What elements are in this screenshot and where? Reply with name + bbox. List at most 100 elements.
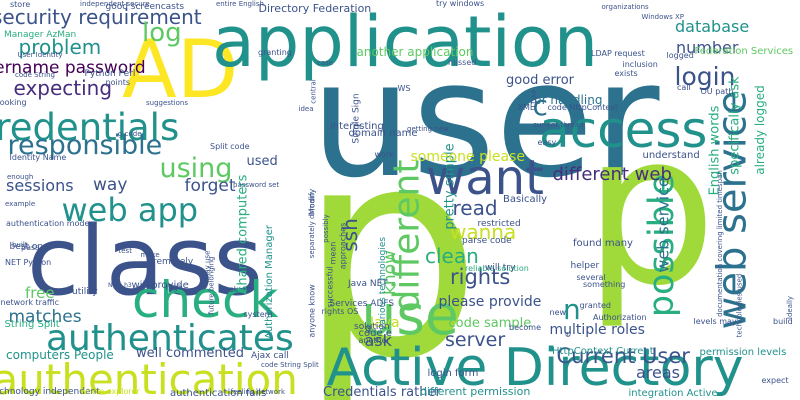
word-108: entire English: [216, 0, 264, 8]
word-149: built: [12, 240, 28, 249]
word-139: anyone know: [307, 284, 317, 338]
word-8: check: [132, 271, 279, 329]
word-32: read: [452, 196, 498, 220]
word-135: Authorization: [593, 313, 647, 322]
word-173: code String Split: [261, 360, 319, 369]
word-52: please provide: [438, 294, 542, 310]
word-159: work: [374, 150, 394, 159]
word-119: Note h3: [108, 282, 132, 289]
word-40: forget: [184, 175, 236, 196]
word-100: utility: [72, 286, 98, 297]
word-133: something: [583, 280, 626, 289]
word-156: password set: [233, 180, 280, 189]
word-76: integration Active: [628, 388, 718, 399]
word-90: interesting: [330, 121, 384, 132]
word-41: number: [676, 38, 739, 57]
word-129: mean: [327, 241, 337, 265]
word-123: granting: [258, 48, 292, 57]
word-38: sessions: [6, 176, 74, 195]
word-10: use: [361, 282, 459, 347]
word-31: clean: [425, 244, 479, 268]
word-169: another: [358, 336, 390, 345]
word-132: several: [576, 273, 606, 282]
word-99: will provide: [131, 280, 189, 291]
word-53: code sample: [448, 315, 532, 331]
word-63: Federation Services: [694, 46, 794, 57]
word-171: g: [365, 323, 372, 334]
word-71: Authorization Manager: [264, 225, 275, 339]
word-17: web app: [61, 191, 199, 229]
word-117: code HttpContext: [547, 103, 619, 112]
word-78: authentication fails: [170, 388, 267, 399]
word-60: n: [563, 293, 581, 326]
word-43: error handling: [517, 93, 603, 107]
word-115: LDAP request: [591, 49, 645, 58]
word-39: way: [93, 174, 128, 195]
word-20: different web: [552, 164, 672, 185]
word-98: restricted: [477, 218, 521, 229]
word-130: approaches: [337, 222, 347, 270]
word-5: application: [212, 1, 599, 83]
word-170: e: [563, 331, 574, 337]
word-163: central: [309, 78, 318, 104]
word-65: good screencasts: [105, 1, 185, 12]
word-120: easy: [537, 138, 557, 147]
word-54: multiple roles: [549, 322, 645, 338]
word-3: class: [27, 206, 263, 317]
word-140: rights OS: [321, 307, 359, 316]
word-68: Identity Name: [9, 153, 67, 162]
word-153: remotely: [153, 256, 194, 267]
word-92: helper: [570, 260, 600, 271]
word-131: successful: [325, 266, 335, 308]
word-42: good error: [506, 72, 575, 88]
word-36: free: [25, 283, 55, 302]
word-37: matches: [8, 306, 82, 327]
word-104: task: [221, 285, 239, 294]
word-142: expect: [761, 376, 789, 385]
word-113: points: [105, 78, 131, 87]
word-168: getting new: [407, 124, 449, 133]
word-57: another application: [356, 45, 474, 59]
word-70: shared computers: [235, 174, 251, 292]
word-66: Manager AzMan: [4, 29, 77, 40]
word-136: levels may: [693, 317, 737, 326]
word-67: Python Perl: [84, 68, 136, 79]
word-80: String Split: [4, 319, 60, 330]
word-22: using: [159, 152, 233, 184]
word-172: code e: [358, 328, 392, 339]
word-46: already logged: [752, 85, 767, 175]
word-23: security requirement: [0, 5, 202, 29]
word-91: solution: [354, 321, 390, 332]
word-145: technologies used: [735, 273, 744, 337]
word-18: responsible: [7, 129, 163, 161]
word-81: network traffic: [0, 298, 60, 307]
word-127: call: [677, 83, 691, 92]
word-121: XML: [517, 103, 535, 112]
word-161: g code: [118, 129, 142, 138]
word-141: feeling network: [230, 387, 286, 396]
word-2: p: [583, 87, 717, 332]
word-155: future belonging: [207, 255, 216, 315]
word-50: well commented: [136, 345, 244, 361]
word-114: code String: [15, 70, 55, 79]
word-110: try windows: [436, 0, 485, 8]
word-12: credentials: [0, 105, 180, 149]
word-125: inclusion: [622, 60, 658, 69]
word-1: user: [310, 26, 660, 213]
word-165: case: [317, 58, 334, 67]
word-148: enough: [7, 172, 34, 181]
word-30: wanna: [450, 220, 517, 244]
word-34: server: [445, 328, 506, 351]
word-59: computers People: [6, 348, 114, 362]
word-151: make: [140, 250, 160, 259]
word-72: Split code: [210, 142, 250, 151]
word-102: NET Python: [5, 258, 52, 267]
word-47: Java: [370, 315, 400, 331]
word-86: various technologies: [377, 236, 388, 330]
word-0: p: [298, 86, 483, 400]
word-82: technology independent: [0, 386, 100, 397]
word-97: Basically: [503, 194, 548, 205]
word-147: example: [5, 199, 36, 208]
word-160: suggestions: [146, 98, 188, 107]
word-13: authentication: [0, 355, 298, 400]
